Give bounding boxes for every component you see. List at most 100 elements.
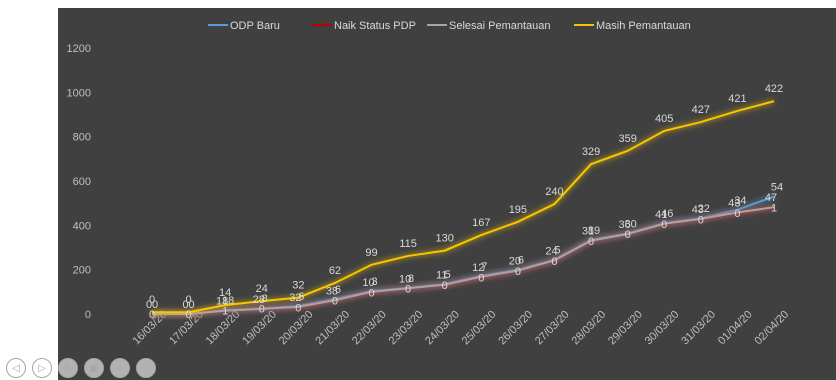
slides-icon[interactable]: ▣	[84, 358, 104, 378]
data-label: 0	[295, 302, 301, 314]
x-tick-label: 25/03/20	[460, 308, 499, 347]
data-label: 0	[661, 219, 667, 231]
y-tick-label: 600	[73, 176, 91, 188]
more-icon[interactable]: ⋯	[136, 358, 156, 378]
data-label: 47	[765, 192, 777, 204]
data-label: 329	[582, 146, 600, 158]
data-label: 115	[399, 238, 417, 250]
data-label: 43	[728, 197, 740, 209]
data-label: 0	[186, 294, 192, 306]
data-label: 7	[481, 261, 487, 273]
data-label: 20	[509, 256, 521, 268]
data-label: 24	[256, 283, 268, 295]
legend-entry: ODP Baru	[230, 20, 280, 32]
x-tick-label: 02/04/20	[752, 308, 791, 347]
data-label: 427	[692, 104, 710, 116]
data-label: 0	[625, 229, 631, 241]
data-label: 62	[329, 265, 341, 277]
data-label: 43	[692, 204, 704, 216]
data-label: 0	[405, 284, 411, 296]
x-tick-label: 24/03/20	[423, 308, 462, 347]
data-label: 5	[554, 245, 560, 257]
data-label: 0	[442, 280, 448, 292]
data-label: 14	[219, 287, 231, 299]
data-label: 31	[582, 226, 594, 238]
slideshow-toolbar: ◁ ▷ ✎ ▣ ⌕ ⋯	[6, 358, 156, 380]
data-label: 8	[262, 293, 268, 305]
data-label: 422	[765, 83, 783, 95]
data-label: 18	[222, 295, 234, 307]
data-label: 167	[472, 217, 490, 229]
data-label: 0	[186, 309, 192, 321]
data-label: 0	[183, 299, 189, 311]
data-label: 24	[545, 245, 557, 257]
data-label: 46	[661, 208, 673, 220]
x-tick-label: 31/03/20	[679, 308, 718, 347]
next-icon[interactable]: ▷	[32, 358, 52, 378]
y-tick-label: 1200	[67, 43, 91, 55]
data-label: 89	[588, 225, 600, 237]
data-label: 18	[216, 296, 228, 308]
data-label: 32	[292, 280, 304, 292]
data-label: 99	[365, 247, 377, 259]
data-label: 34	[734, 195, 746, 207]
x-tick-label: 23/03/20	[387, 308, 426, 347]
data-label: 6	[518, 255, 524, 267]
data-label: 12	[472, 262, 484, 274]
series-line	[152, 206, 775, 315]
data-label: 0	[515, 266, 521, 278]
series-line	[152, 206, 775, 315]
data-label: 0	[332, 296, 338, 308]
data-label: 0	[152, 299, 158, 311]
y-axis: 0 200 400 600 800 1000 1200	[67, 43, 91, 321]
y-tick-label: 800	[73, 132, 91, 144]
x-tick-label: 30/03/20	[643, 308, 682, 347]
y-tick-label: 1000	[67, 87, 91, 99]
chart-panel: ODP Baru Naik Status PDP Selesai Pemantaua…	[58, 8, 836, 380]
x-tick-label: 27/03/20	[533, 308, 572, 347]
data-label: 0	[698, 214, 704, 226]
data-label: 22	[698, 203, 710, 215]
data-label: 421	[728, 93, 746, 105]
x-axis: 16/03/2017/03/2018/03/2019/03/2020/03/20…	[130, 308, 791, 347]
data-label: 0	[149, 294, 155, 306]
data-label: 30	[625, 218, 637, 230]
prev-icon[interactable]: ◁	[6, 358, 26, 378]
data-label: 10	[399, 273, 411, 285]
data-label: 36	[619, 219, 631, 231]
data-label: 5	[445, 269, 451, 281]
x-tick-label: 01/04/20	[716, 308, 755, 347]
x-tick-label: 21/03/20	[313, 308, 352, 347]
legend-entry: Selesai Pemantauan	[449, 20, 551, 32]
data-label: 0	[189, 299, 195, 311]
legend-entry: Masih Pemantauan	[596, 20, 691, 32]
series-layer	[152, 100, 775, 315]
data-label: 11	[436, 270, 447, 282]
data-label: 195	[509, 204, 527, 216]
zoom-icon[interactable]: ⌕	[110, 358, 130, 378]
data-label: 38	[326, 285, 338, 297]
line-chart: ODP Baru Naik Status PDP Selesai Pemantaua…	[67, 20, 792, 347]
data-label: 32	[289, 292, 301, 304]
x-tick-label: 22/03/20	[350, 308, 389, 347]
x-tick-label: 28/03/20	[570, 308, 609, 347]
data-label: 8	[408, 273, 414, 285]
data-label: 0	[259, 304, 265, 316]
data-label: 0	[588, 236, 594, 248]
data-label: 0	[734, 208, 740, 220]
data-label: 0	[368, 287, 374, 299]
data-label: 28	[253, 294, 265, 306]
series-line	[152, 195, 775, 315]
x-tick-label: 29/03/20	[606, 308, 645, 347]
y-tick-label: 0	[85, 309, 91, 321]
y-tick-label: 200	[73, 265, 91, 277]
data-label: 10	[362, 277, 374, 289]
pen-icon[interactable]: ✎	[58, 358, 78, 378]
data-label: 0	[149, 309, 155, 321]
data-label: 405	[655, 113, 673, 125]
series-line	[152, 100, 775, 314]
legend-entry: Naik Status PDP	[334, 20, 416, 32]
data-label: 54	[771, 182, 783, 194]
data-label: 1	[771, 203, 777, 215]
